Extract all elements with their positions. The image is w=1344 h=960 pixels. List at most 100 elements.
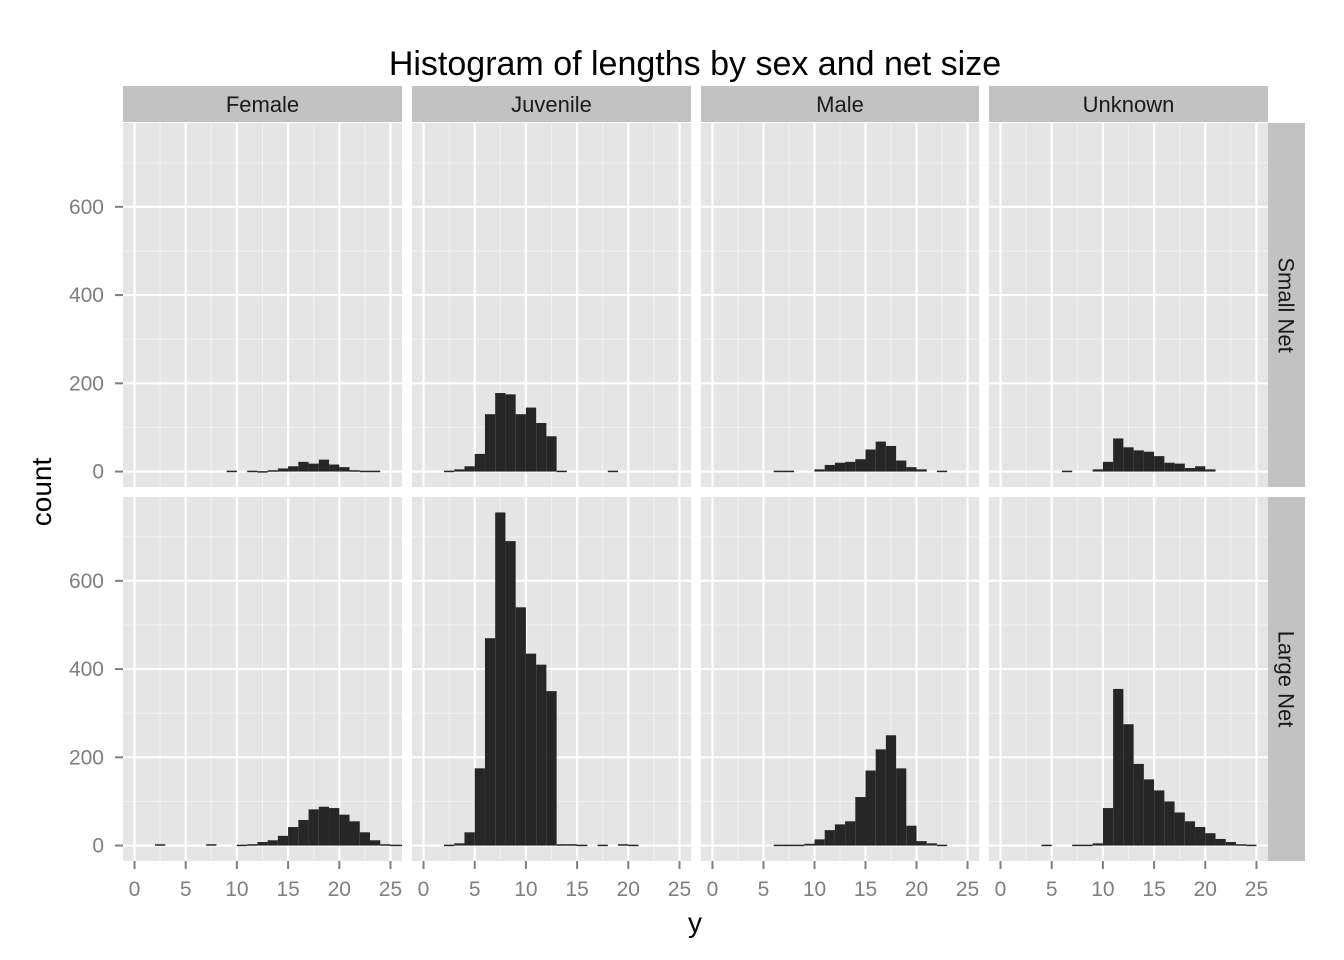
y-axis-title: count xyxy=(26,458,57,527)
histogram-bar xyxy=(824,830,835,846)
histogram-bar xyxy=(443,470,455,473)
x-tick-label: 5 xyxy=(758,878,770,901)
histogram-bar xyxy=(236,844,248,847)
histogram-bar xyxy=(1164,462,1175,472)
x-tick-label: 5 xyxy=(1046,878,1058,901)
x-tick-label: 25 xyxy=(668,878,691,901)
histogram-bar xyxy=(1092,469,1103,472)
histogram-bar xyxy=(349,470,360,472)
histogram-bar xyxy=(536,423,547,472)
strip-background xyxy=(989,86,1268,122)
histogram-bar xyxy=(1154,790,1165,846)
panel-juvenile-small-net xyxy=(412,123,691,487)
histogram-bar xyxy=(855,459,866,472)
y-tick-label: 200 xyxy=(69,372,104,395)
histogram-bar xyxy=(814,839,825,846)
histogram-bar xyxy=(400,844,402,847)
histogram-bar xyxy=(267,840,278,846)
histogram-bar xyxy=(1102,808,1114,846)
histogram-bar xyxy=(1184,468,1196,472)
histogram-bar xyxy=(875,749,886,846)
histogram-bar xyxy=(906,467,917,472)
histogram-bar xyxy=(505,394,516,472)
histogram-bar xyxy=(618,844,629,846)
panel-unknown-small-net xyxy=(989,123,1268,487)
histogram-bar xyxy=(1133,763,1144,846)
histogram-bar xyxy=(390,844,401,847)
histogram-bar xyxy=(349,821,360,846)
histogram-bar xyxy=(794,844,805,847)
x-tick-label: 0 xyxy=(995,878,1007,901)
histogram-bar xyxy=(546,691,557,846)
strip-background xyxy=(123,86,402,122)
x-tick-label: 20 xyxy=(905,878,928,901)
histogram-bar xyxy=(474,453,485,472)
histogram-bar xyxy=(247,844,258,846)
histogram-bar xyxy=(834,824,846,846)
histogram-bar xyxy=(370,470,381,473)
histogram-bar xyxy=(885,445,897,472)
histogram-bar xyxy=(916,841,927,846)
panel-juvenile-large-net xyxy=(412,497,691,861)
facet-strips: Female Juvenile Male Unknown Small Net Large … xyxy=(123,86,1305,861)
x-tick-label: 20 xyxy=(617,878,640,901)
histogram-bar xyxy=(556,844,567,846)
y-tick-label: 200 xyxy=(69,746,104,769)
strip-background xyxy=(412,86,691,122)
histogram-bar xyxy=(277,468,289,472)
x-tick-label: 5 xyxy=(180,878,192,901)
histogram-bar xyxy=(885,735,897,846)
panel-male-large-net xyxy=(701,497,979,861)
histogram-bar xyxy=(1246,844,1257,847)
histogram-bar xyxy=(773,844,784,847)
histogram-bar xyxy=(525,407,537,472)
histogram-bar xyxy=(359,470,371,473)
histogram-bar xyxy=(628,844,639,847)
x-tick-label: 0 xyxy=(418,878,430,901)
histogram-bar xyxy=(318,459,330,472)
y-tick-label: 600 xyxy=(69,570,104,593)
histogram-bar xyxy=(370,840,381,846)
histogram-bar xyxy=(226,470,237,473)
histogram-bar xyxy=(247,470,258,473)
strip-label: Unknown xyxy=(1083,92,1175,117)
histogram-bar xyxy=(1225,842,1237,846)
facet-panels xyxy=(123,123,1268,861)
histogram-bar xyxy=(1102,461,1114,472)
y-tick-label: 0 xyxy=(92,835,104,858)
histogram-bar xyxy=(277,835,289,846)
panel-unknown-large-net xyxy=(989,497,1268,861)
x-tick-label: 25 xyxy=(1245,878,1268,901)
x-tick-label: 0 xyxy=(707,878,719,901)
histogram-bar xyxy=(1041,844,1052,847)
histogram-bar xyxy=(1174,463,1185,472)
x-tick-label: 15 xyxy=(276,878,299,901)
y-tick-label: 400 xyxy=(69,284,104,307)
histogram-bar xyxy=(896,460,907,472)
histogram-bar xyxy=(525,653,537,846)
strip-background xyxy=(1268,123,1305,487)
strip-label: Small Net xyxy=(1274,257,1299,352)
histogram-bar xyxy=(308,809,319,846)
x-tick-label: 5 xyxy=(469,878,481,901)
histogram-bar xyxy=(257,471,268,473)
histogram-bar xyxy=(875,441,886,472)
histogram-bar xyxy=(577,844,588,847)
histogram-bar xyxy=(1236,844,1247,846)
histogram-bar xyxy=(556,470,567,473)
histogram-bar xyxy=(906,825,917,846)
x-tick-label: 10 xyxy=(514,878,537,901)
histogram-bar xyxy=(783,844,795,847)
histogram-bar xyxy=(845,461,856,472)
histogram-bar xyxy=(443,844,455,847)
histogram-bar xyxy=(484,638,496,846)
x-tick-label: 0 xyxy=(129,878,141,901)
histogram-bar xyxy=(515,607,526,846)
histogram-bar xyxy=(896,768,907,846)
histogram-bar xyxy=(454,843,465,846)
strip-juvenile: Juvenile xyxy=(412,86,691,122)
x-tick-label: 15 xyxy=(854,878,877,901)
histogram-bar xyxy=(329,464,340,472)
histogram-bar xyxy=(783,470,795,473)
